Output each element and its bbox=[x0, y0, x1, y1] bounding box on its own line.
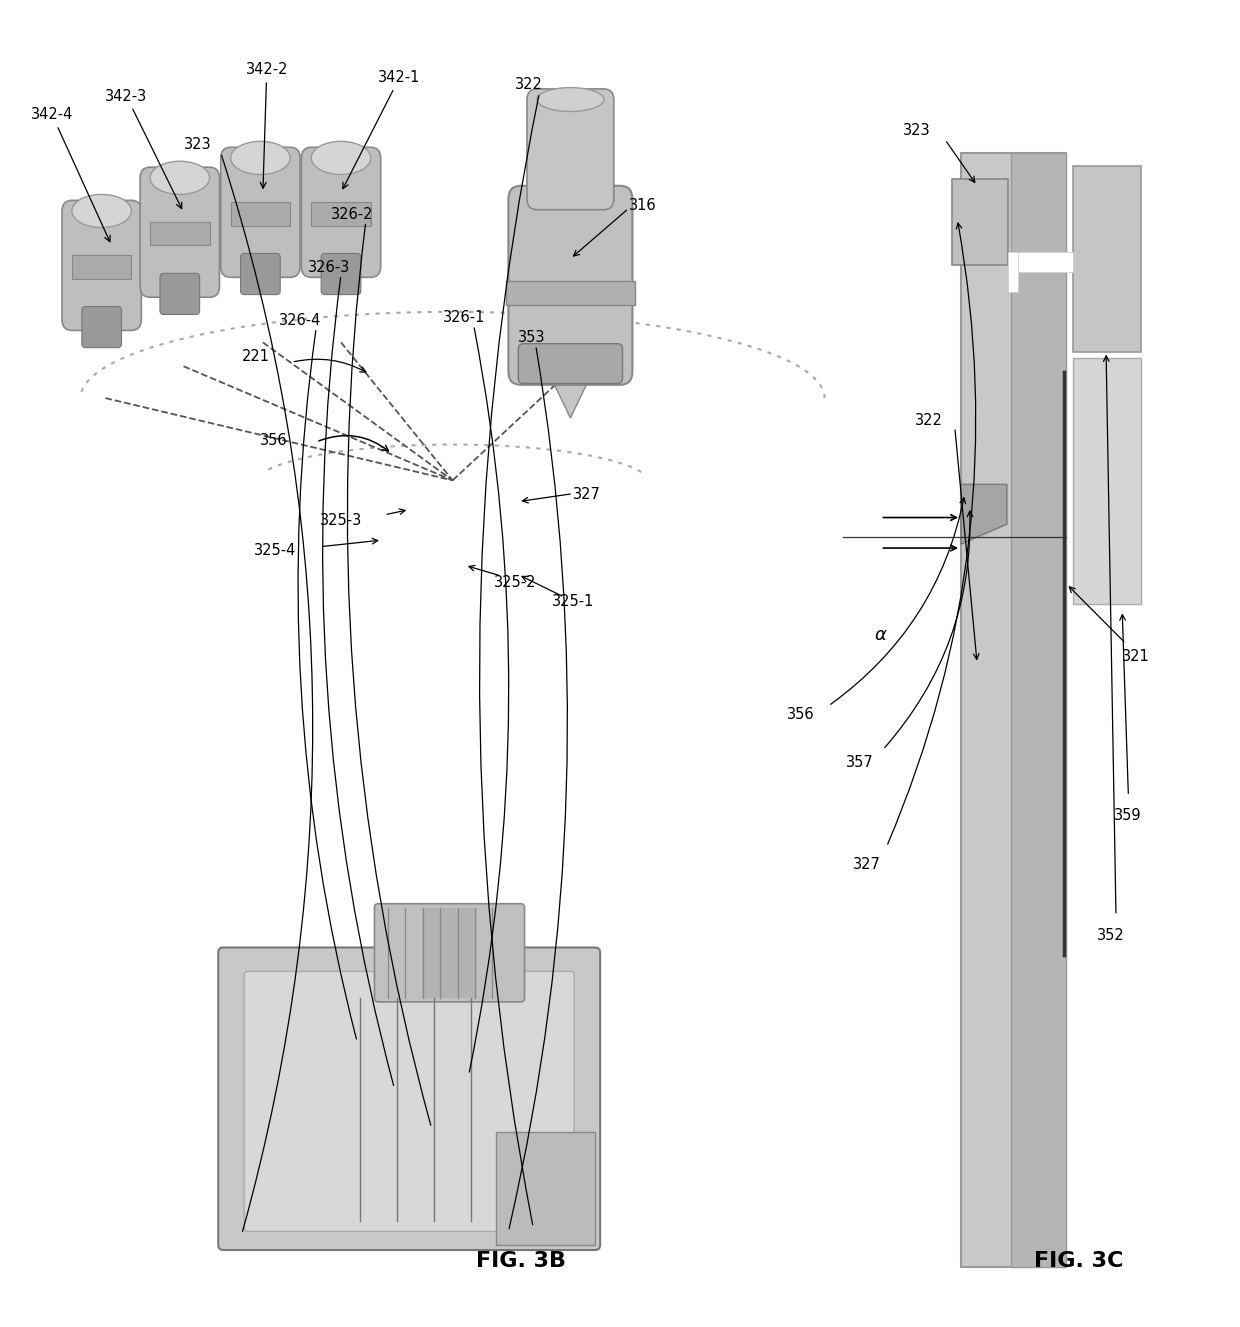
Bar bbox=[506, 281, 635, 305]
Bar bbox=[496, 1132, 595, 1245]
Text: 221: 221 bbox=[242, 349, 270, 364]
Text: 356: 356 bbox=[260, 433, 288, 447]
Text: 342-2: 342-2 bbox=[246, 62, 288, 188]
FancyBboxPatch shape bbox=[301, 147, 381, 277]
Bar bbox=[1008, 252, 1018, 292]
Text: 322: 322 bbox=[515, 77, 542, 92]
FancyBboxPatch shape bbox=[518, 344, 622, 384]
Text: 327: 327 bbox=[853, 857, 880, 872]
Ellipse shape bbox=[311, 141, 371, 175]
Text: 327: 327 bbox=[573, 487, 600, 502]
Text: 323: 323 bbox=[903, 123, 930, 138]
Text: 321: 321 bbox=[1122, 649, 1149, 664]
Bar bbox=[231, 202, 290, 226]
Polygon shape bbox=[961, 484, 1007, 544]
Text: 316: 316 bbox=[629, 198, 656, 212]
Text: 325-1: 325-1 bbox=[552, 594, 594, 609]
Text: 342-3: 342-3 bbox=[105, 89, 182, 208]
Bar bbox=[1011, 153, 1066, 1267]
Bar bbox=[952, 179, 1008, 265]
Text: 325-4: 325-4 bbox=[254, 543, 296, 557]
Text: 357: 357 bbox=[846, 755, 873, 770]
Text: 342-1: 342-1 bbox=[343, 70, 420, 188]
FancyBboxPatch shape bbox=[508, 186, 632, 385]
Bar bbox=[422, 908, 477, 998]
Text: 353: 353 bbox=[518, 330, 546, 345]
Text: 326-1: 326-1 bbox=[443, 311, 485, 325]
Bar bbox=[72, 255, 131, 279]
FancyBboxPatch shape bbox=[221, 147, 300, 277]
Text: 325-3: 325-3 bbox=[320, 514, 362, 528]
Bar bbox=[1008, 252, 1073, 272]
FancyBboxPatch shape bbox=[244, 971, 574, 1231]
Text: 352: 352 bbox=[1097, 928, 1125, 942]
FancyBboxPatch shape bbox=[140, 167, 219, 297]
Text: $\alpha$: $\alpha$ bbox=[874, 625, 888, 644]
Text: 359: 359 bbox=[1114, 808, 1141, 823]
FancyBboxPatch shape bbox=[374, 904, 525, 1002]
FancyBboxPatch shape bbox=[241, 253, 280, 295]
FancyBboxPatch shape bbox=[321, 253, 361, 295]
Text: 322: 322 bbox=[915, 413, 942, 427]
Text: 323: 323 bbox=[184, 137, 211, 151]
Bar bbox=[961, 153, 1066, 1267]
Text: FIG. 3B: FIG. 3B bbox=[476, 1251, 565, 1271]
Text: FIG. 3C: FIG. 3C bbox=[1034, 1251, 1123, 1271]
FancyBboxPatch shape bbox=[160, 273, 200, 314]
Bar bbox=[1073, 358, 1141, 604]
Ellipse shape bbox=[231, 141, 290, 175]
Text: 326-3: 326-3 bbox=[308, 260, 350, 275]
Text: 325-2: 325-2 bbox=[494, 575, 536, 589]
FancyBboxPatch shape bbox=[82, 307, 122, 348]
Ellipse shape bbox=[72, 194, 131, 228]
FancyBboxPatch shape bbox=[218, 947, 600, 1250]
Ellipse shape bbox=[150, 161, 210, 195]
Ellipse shape bbox=[537, 88, 604, 111]
FancyBboxPatch shape bbox=[62, 200, 141, 330]
Polygon shape bbox=[548, 372, 593, 418]
Bar bbox=[1073, 166, 1141, 352]
FancyBboxPatch shape bbox=[527, 89, 614, 210]
Text: 326-2: 326-2 bbox=[331, 207, 373, 222]
Text: 342-4: 342-4 bbox=[31, 107, 110, 242]
Bar bbox=[311, 202, 371, 226]
Bar bbox=[150, 222, 210, 245]
Text: 356: 356 bbox=[787, 707, 815, 722]
Text: 326-4: 326-4 bbox=[279, 313, 321, 328]
